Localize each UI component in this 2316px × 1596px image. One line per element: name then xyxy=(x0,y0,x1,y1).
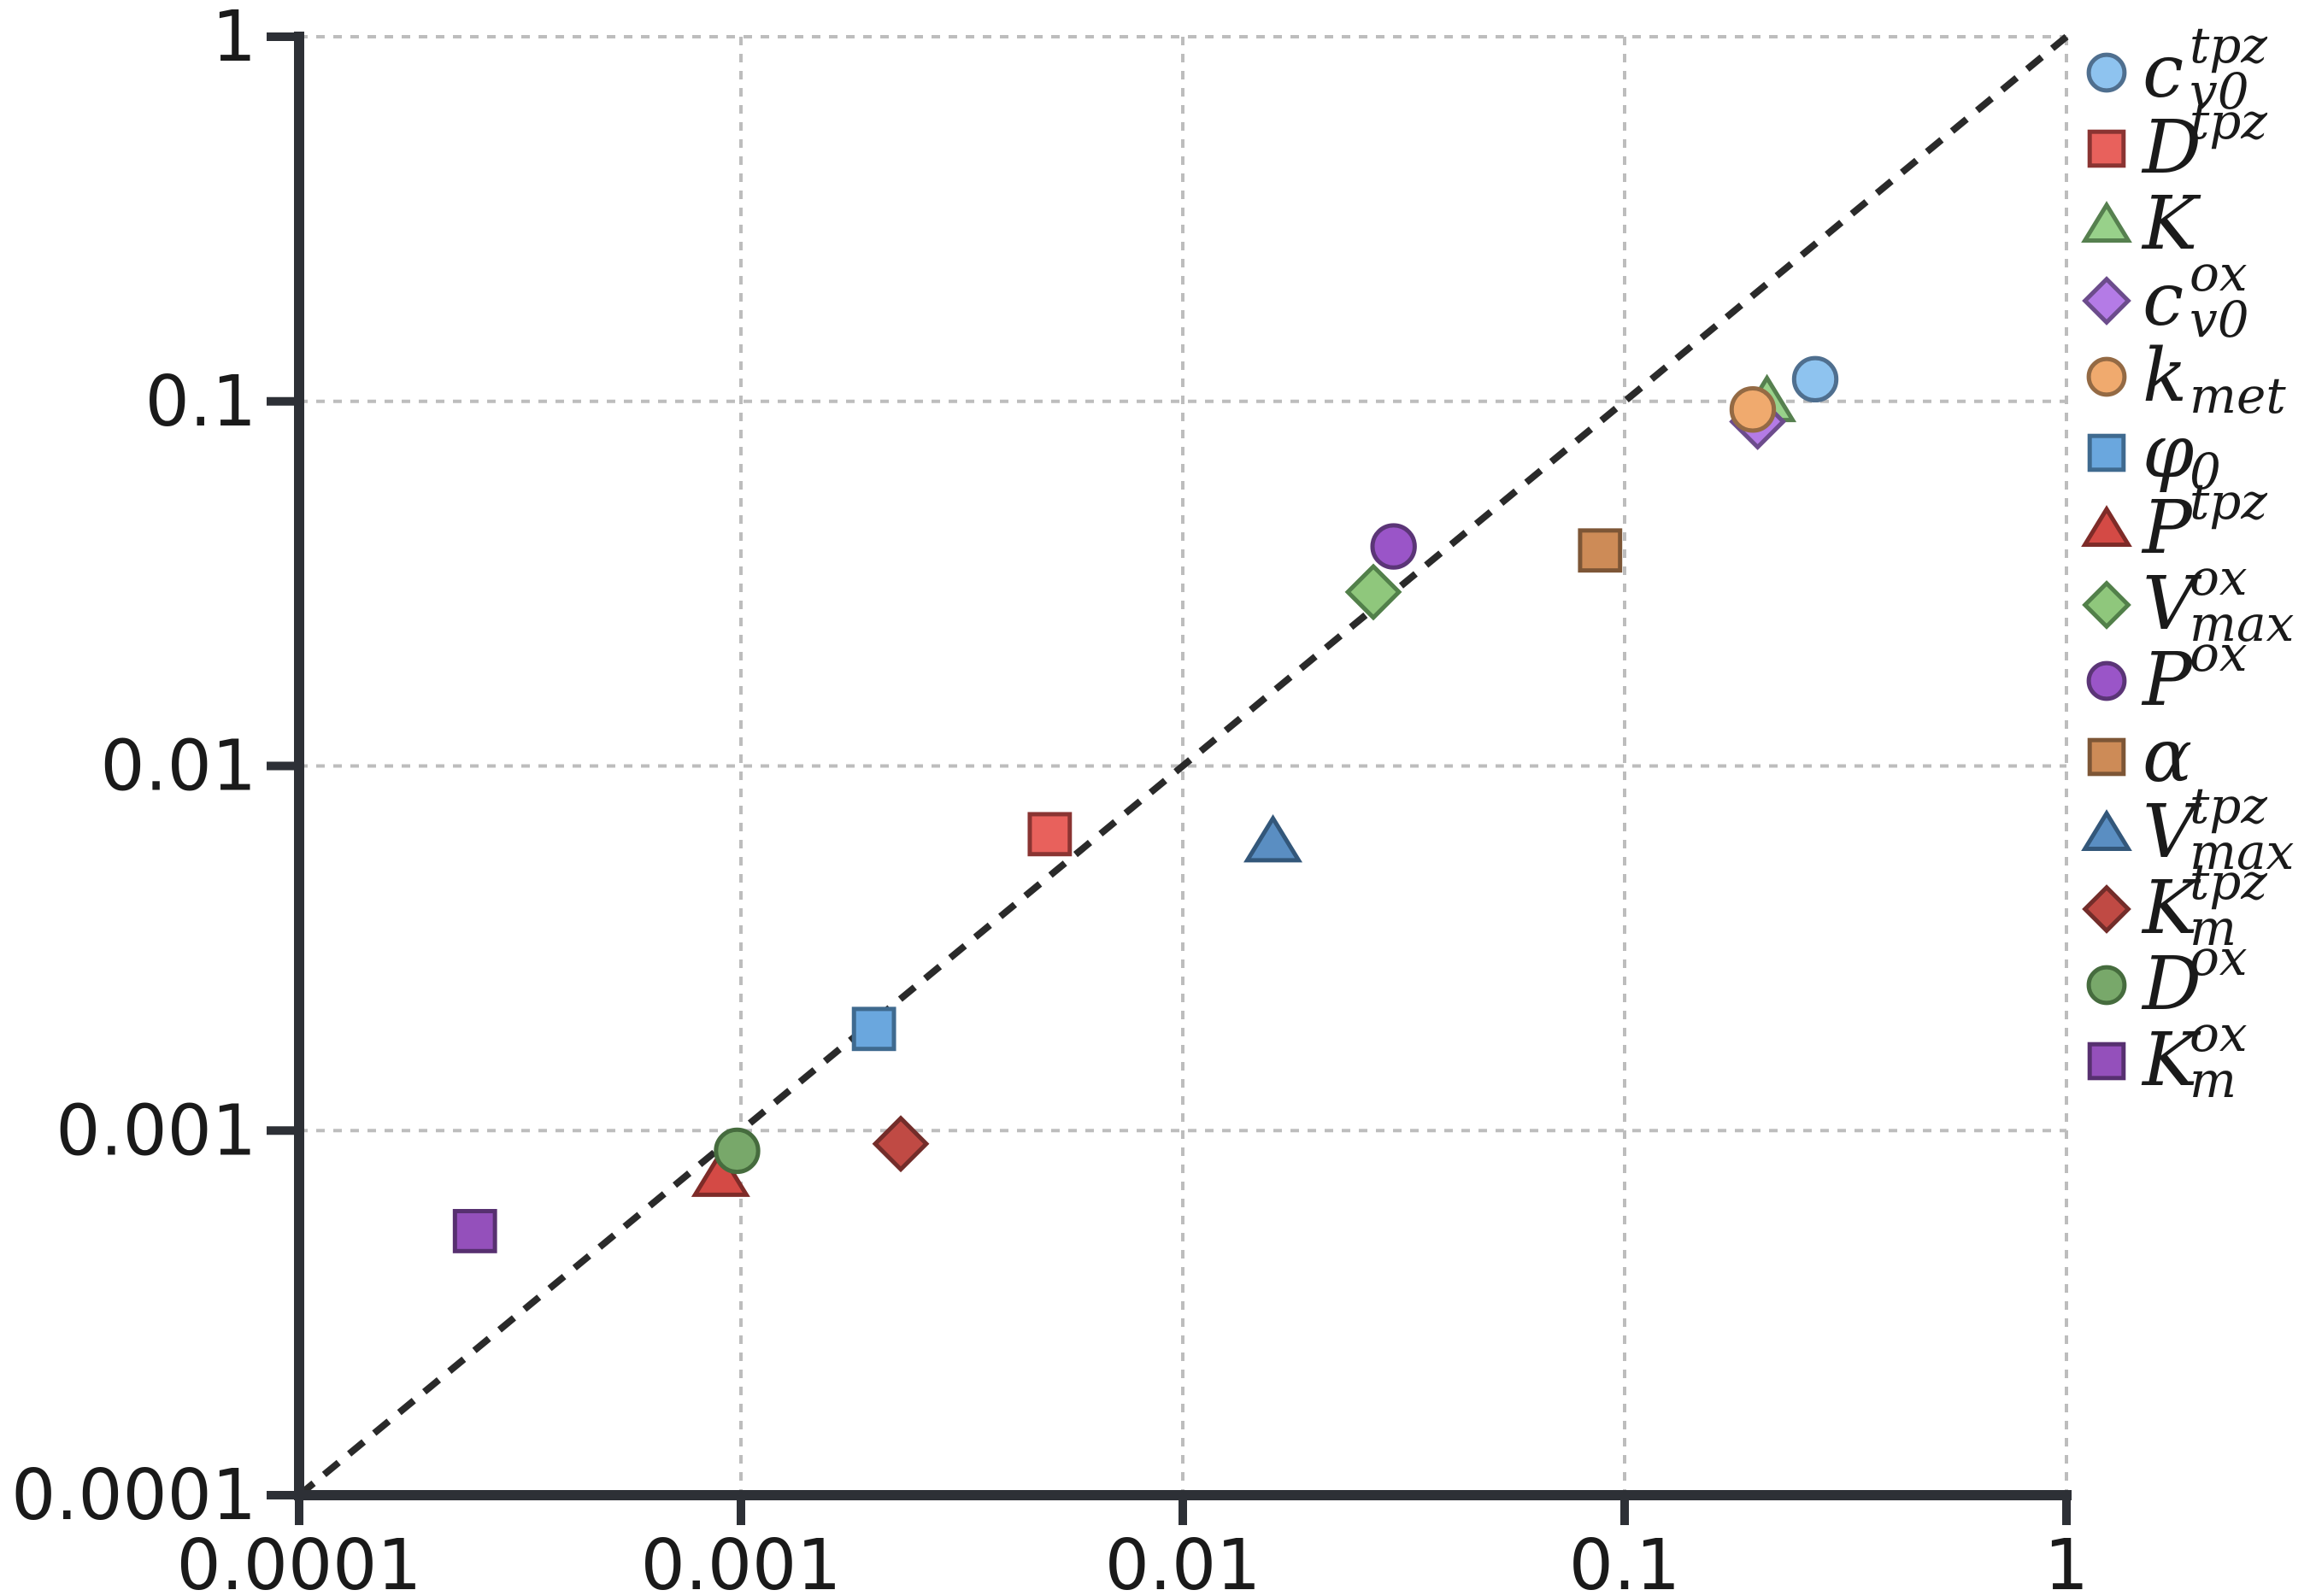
data-point-k-m-tpz xyxy=(872,1115,930,1173)
legend-marker xyxy=(2087,129,2126,168)
legend-marker xyxy=(2086,52,2127,93)
data-point-d-ox xyxy=(714,1127,761,1175)
data-point-k-m-ox xyxy=(452,1209,497,1253)
legend-label: Ptpz xyxy=(2141,472,2267,571)
legend-label: Dox xyxy=(2141,929,2248,1027)
legend-item: kmet xyxy=(2086,333,2286,425)
legend-marker xyxy=(2087,737,2126,777)
legend-item: Dox xyxy=(2086,929,2248,1027)
x-tick-label: 0.0001 xyxy=(177,1525,422,1596)
x-tick-label: 0.1 xyxy=(1569,1525,1680,1596)
legend-label: Pox xyxy=(2141,625,2248,723)
data-point-v-max-tpz xyxy=(1243,814,1303,863)
legend-item: c ox v0 xyxy=(2082,244,2249,349)
y-tick-label: 0.001 xyxy=(56,1090,256,1171)
data-point-phi-0 xyxy=(851,1006,896,1052)
legend-marker xyxy=(2081,505,2132,547)
legend-marker xyxy=(2082,580,2131,630)
data-point-alpha xyxy=(1578,528,1623,573)
data-point-k-met xyxy=(1729,386,1777,433)
legend-item: Vtpz max xyxy=(2081,777,2294,881)
legend-item: Vox max xyxy=(2082,549,2294,653)
legend-item: K xyxy=(2081,181,2201,267)
legend-item: Pox xyxy=(2086,625,2248,723)
legend-label: Dtpz xyxy=(2141,92,2267,191)
legend-marker xyxy=(2086,356,2127,397)
y-axis-ticks: 0.0001 0.001 0.01 0.1 1 xyxy=(11,0,299,1536)
data-point-p-tpz xyxy=(691,1148,750,1197)
data-points xyxy=(452,355,1839,1253)
x-axis-ticks: 0.0001 0.001 0.01 0.1 1 xyxy=(177,1495,2089,1596)
legend-label: φ0 xyxy=(2143,409,2221,501)
data-point-v-max-ox xyxy=(1344,563,1402,621)
data-point-d-tpz xyxy=(1027,812,1073,857)
y-tick-label: 0.0001 xyxy=(11,1455,256,1536)
legend-label: c ox v0 xyxy=(2143,244,2249,349)
legend-label: α xyxy=(2143,713,2192,799)
data-point-c-v0-tpz xyxy=(1791,355,1839,403)
x-tick-label: 1 xyxy=(2044,1525,2089,1596)
legend-marker xyxy=(2082,884,2131,934)
legend-marker xyxy=(2081,809,2132,851)
legend-item: Ptpz xyxy=(2081,472,2267,571)
legend-marker xyxy=(2081,201,2132,243)
y-tick-label: 0.1 xyxy=(145,361,256,443)
legend-label: Ktpz m xyxy=(2141,853,2267,957)
legend-label: K xyxy=(2141,181,2201,267)
data-point-p-ox xyxy=(1370,523,1417,570)
legend-marker xyxy=(2086,965,2127,1006)
y-tick-label: 1 xyxy=(212,0,256,78)
legend-marker xyxy=(2087,433,2126,472)
legend-label: Kox m xyxy=(2141,1005,2248,1109)
legend-item: Ktpz m xyxy=(2082,853,2267,957)
legend-marker xyxy=(2082,276,2131,326)
x-tick-label: 0.001 xyxy=(641,1525,842,1596)
legend-item: α xyxy=(2087,713,2192,799)
legend-item: c tpz v0 xyxy=(2086,16,2267,120)
legend-label: c tpz v0 xyxy=(2143,16,2267,120)
legend-label: kmet xyxy=(2143,333,2286,425)
legend-marker xyxy=(2087,1042,2126,1081)
legend-item: φ0 xyxy=(2087,409,2221,501)
reference-line-y-equals-x xyxy=(297,33,2069,1499)
x-tick-label: 0.01 xyxy=(1105,1525,1261,1596)
y-tick-label: 0.01 xyxy=(100,726,256,807)
legend-item: Kox m xyxy=(2087,1005,2248,1109)
legend-item: Dtpz xyxy=(2087,92,2267,191)
legend-label: Vox max xyxy=(2143,549,2294,653)
legend-label: Vtpz max xyxy=(2143,777,2294,881)
legend-marker xyxy=(2086,660,2127,701)
